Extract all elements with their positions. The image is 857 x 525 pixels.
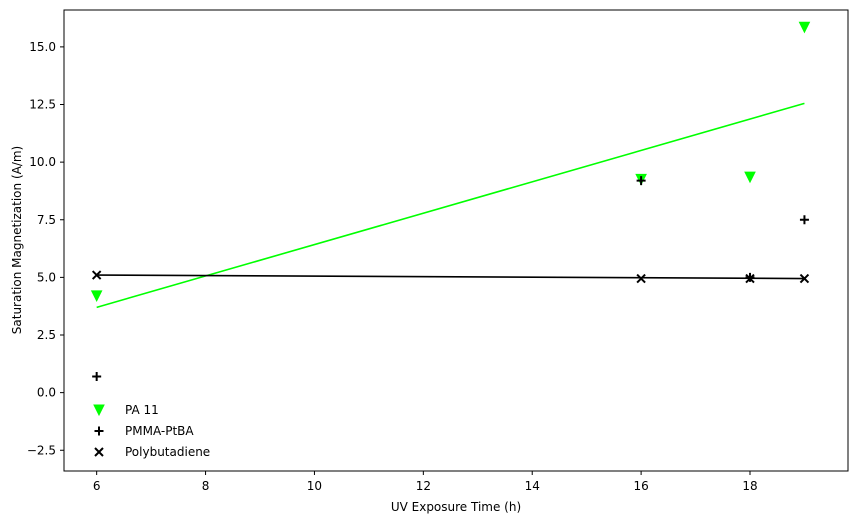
y-tick-label: 0.0	[37, 386, 56, 400]
x-tick-label: 8	[202, 479, 210, 493]
y-tick-label: 10.0	[29, 155, 56, 169]
data-point-series-0-3	[798, 21, 811, 34]
legend-label-2: Polybutadiene	[125, 445, 210, 459]
y-axis-label: Saturation Magnetization (A/m)	[10, 146, 24, 334]
data-point-series-0-0	[90, 290, 103, 302]
y-tick-label: 2.5	[37, 328, 56, 342]
data-points	[90, 21, 811, 381]
data-point-series-0-2	[744, 171, 756, 184]
legend-marker-0	[93, 404, 105, 417]
x-tick-label: 18	[742, 479, 757, 493]
legend-marker-2	[94, 447, 104, 457]
y-tick-label: 15.0	[29, 40, 56, 54]
y-tick-label: 12.5	[29, 98, 56, 112]
legend-label-1: PMMA-PtBA	[125, 424, 194, 438]
data-point-series-1-1	[636, 176, 646, 186]
data-point-series-2-0	[91, 270, 102, 280]
x-tick-label: 12	[416, 479, 431, 493]
y-tick-label: 5.0	[37, 270, 56, 284]
legend: PA 11 PMMA-PtBA Polybutadiene	[93, 403, 210, 459]
x-tick-label: 6	[93, 479, 101, 493]
legend-label-0: PA 11	[125, 403, 159, 417]
data-point-series-2-1	[636, 273, 646, 284]
fit-line-series-2	[96, 274, 805, 280]
fit-lines	[96, 102, 805, 309]
y-tick-label: −2.5	[27, 443, 56, 457]
x-tick-label: 10	[307, 479, 322, 493]
x-axis-label: UV Exposure Time (h)	[391, 500, 521, 514]
x-tick-label: 16	[633, 479, 648, 493]
x-tick-label: 14	[525, 479, 540, 493]
x-axis-ticks: 6 8 10 12 14 16 18	[93, 471, 758, 493]
legend-marker-1	[94, 426, 104, 436]
data-point-series-2-2	[745, 273, 755, 284]
y-axis-ticks: −2.5 0.0 2.5 5.0 7.5 10.0 12.5 15.0	[27, 40, 64, 457]
fit-line-series-0	[96, 102, 805, 309]
data-point-series-2-3	[799, 273, 810, 284]
y-tick-label: 7.5	[37, 213, 56, 227]
plot-area-frame	[63, 9, 849, 472]
data-point-series-1-0	[92, 371, 102, 381]
data-point-series-1-3	[799, 215, 809, 225]
